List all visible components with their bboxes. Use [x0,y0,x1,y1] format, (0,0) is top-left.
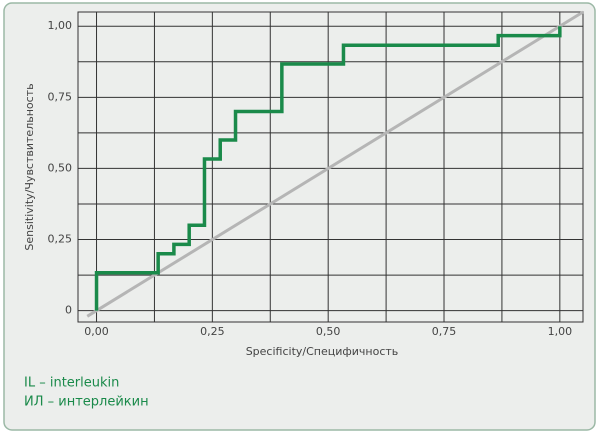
plot: 0,00 0,25 0,50 0,75 1,00 0 0,25 0,50 0,75 1,00 [48,10,584,338]
x-tick-label: 0,50 [316,325,341,338]
note: ИЛ – интерлейкин [24,395,149,410]
x-tick-label: 0,75 [432,325,457,338]
line [86,10,584,318]
x-axis-label: Specificity/Специфичность [246,345,399,358]
y-tick-label: 0,75 [48,90,73,103]
x-tick-label: 0,00 [84,325,109,338]
y-axis-label: Sensitivity/Чувствительность [23,83,36,250]
y-tick-label: 0 [65,304,72,317]
y-tick-label: 0,25 [48,233,73,246]
x-tick-label: 1,00 [548,325,573,338]
x-tick-label: 0,25 [200,325,225,338]
y-tick-label: 0,50 [48,161,73,174]
note: IL – interleukin [24,376,119,391]
line [94,26,562,311]
y-tick-label: 1,00 [48,19,73,32]
